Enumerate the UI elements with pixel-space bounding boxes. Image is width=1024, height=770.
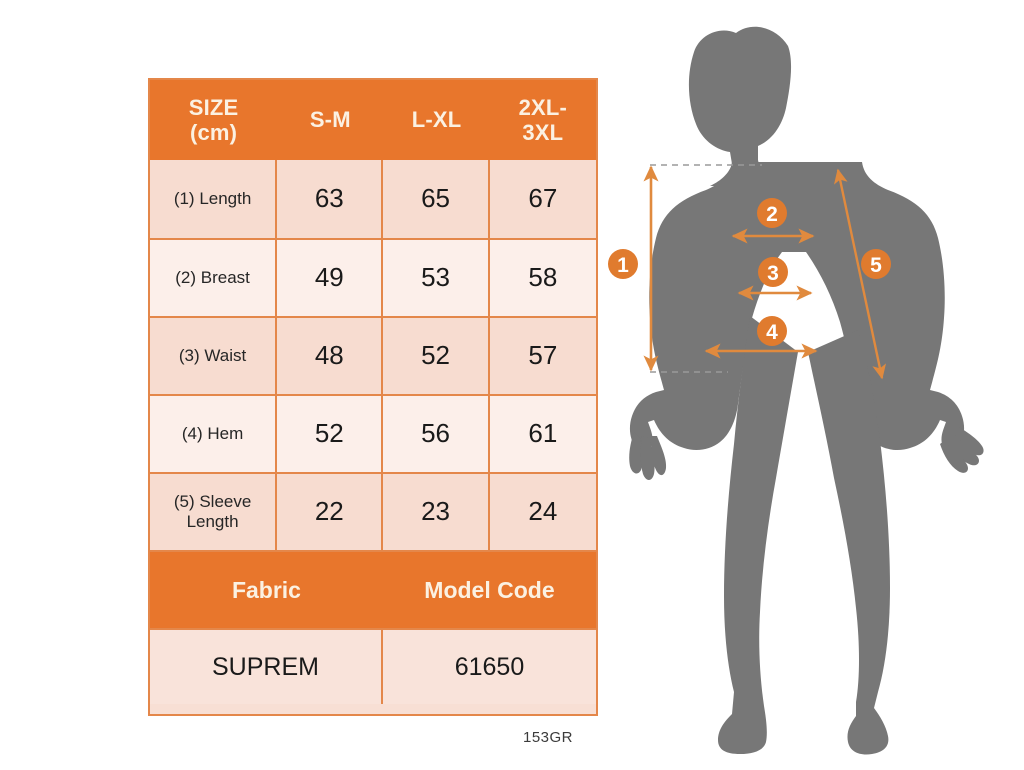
cell-hem-s-m: 52: [277, 396, 384, 472]
cell-waist-2xl-3xl: 57: [528, 340, 558, 371]
table-footer-header-row: Fabric Model Code: [150, 550, 596, 628]
badge-3-label: 3: [767, 262, 779, 285]
cell-length-2xl-3xl: 67: [528, 183, 558, 214]
badge-1-circle: [608, 249, 638, 279]
badge-2-circle: [757, 198, 787, 228]
badge-3-circle: [758, 257, 788, 287]
footer-header-model-code: Model Code: [424, 576, 555, 603]
cell-sleeve-2xl-3xl: 24: [528, 496, 558, 527]
row-label-hem: (4) Hem: [150, 396, 278, 472]
badge-1-label: 1: [617, 254, 629, 277]
table-row: (3) Waist 48 52 57: [150, 316, 596, 394]
badge-4-label: 4: [766, 321, 778, 344]
header-size-line1: SIZE: [188, 94, 239, 120]
table-row: (2) Breast 49 53 58: [150, 238, 596, 316]
row-label-sleeve-line1: (5) Sleeve: [173, 492, 252, 512]
row-label-length: (1) Length: [150, 160, 278, 238]
size-chart-table: SIZE (cm) S-M L-XL 2XL- 3XL (1) Length 6…: [148, 78, 598, 716]
cell-waist-l-xl: 52: [383, 318, 490, 394]
footer-value-model-code: 61650: [454, 652, 525, 681]
table-row: (5) Sleeve Length 22 23 24: [150, 472, 596, 550]
arrow-5-sleeve: [833, 168, 887, 380]
measure-2-breast-group: 2: [731, 198, 815, 244]
cell-breast-s-m: 49: [277, 240, 384, 316]
cell-breast-2xl-3xl: 58: [528, 262, 558, 293]
table-row: (1) Length 63 65 67: [150, 160, 596, 238]
badge-4-circle: [757, 316, 787, 346]
footer-header-fabric: Fabric: [231, 576, 301, 603]
header-cell-s-m: S-M: [309, 107, 351, 133]
header-cell-size: SIZE (cm): [150, 80, 277, 160]
measure-3-waist-group: 3: [737, 257, 813, 301]
row-label-sleeve-length: (5) Sleeve Length: [150, 474, 278, 550]
table-footer-value-row: SUPREM 61650: [150, 628, 596, 704]
header-cell-l-xl: L-XL: [411, 107, 462, 133]
cell-breast-l-xl: 53: [383, 240, 490, 316]
cell-sleeve-s-m: 22: [277, 474, 384, 550]
measure-4-hem-group: 4: [704, 316, 818, 359]
model-figure-panel: 1 2 3 4 5: [600, 0, 1024, 770]
row-label-sleeve-line2: Length: [186, 512, 239, 531]
measure-1-length-group: 1: [608, 164, 762, 373]
model-weight-caption: 153GR: [522, 729, 574, 746]
row-label-waist: (3) Waist: [150, 318, 278, 394]
cell-length-l-xl: 65: [383, 160, 490, 238]
cell-waist-s-m: 48: [277, 318, 384, 394]
female-silhouette-icon: [629, 26, 984, 755]
header-2xl-line2: 3XL: [522, 120, 564, 145]
cell-hem-2xl-3xl: 61: [528, 418, 558, 449]
cell-sleeve-l-xl: 23: [383, 474, 490, 550]
header-cell-2xl-3xl: 2XL- 3XL: [490, 80, 596, 160]
badge-5-label: 5: [870, 254, 882, 277]
badge-5-circle: [861, 249, 891, 279]
measure-5-sleeve-group: 5: [833, 168, 891, 380]
footer-value-fabric: SUPREM: [150, 630, 383, 704]
table-header-row: SIZE (cm) S-M L-XL 2XL- 3XL: [150, 80, 596, 160]
cell-length-s-m: 63: [277, 160, 384, 238]
badge-2-label: 2: [766, 203, 778, 226]
header-2xl-line1: 2XL-: [518, 94, 568, 120]
cell-hem-l-xl: 56: [383, 396, 490, 472]
table-row: (4) Hem 52 56 61: [150, 394, 596, 472]
header-size-line2: (cm): [189, 120, 238, 145]
row-label-breast: (2) Breast: [150, 240, 278, 316]
